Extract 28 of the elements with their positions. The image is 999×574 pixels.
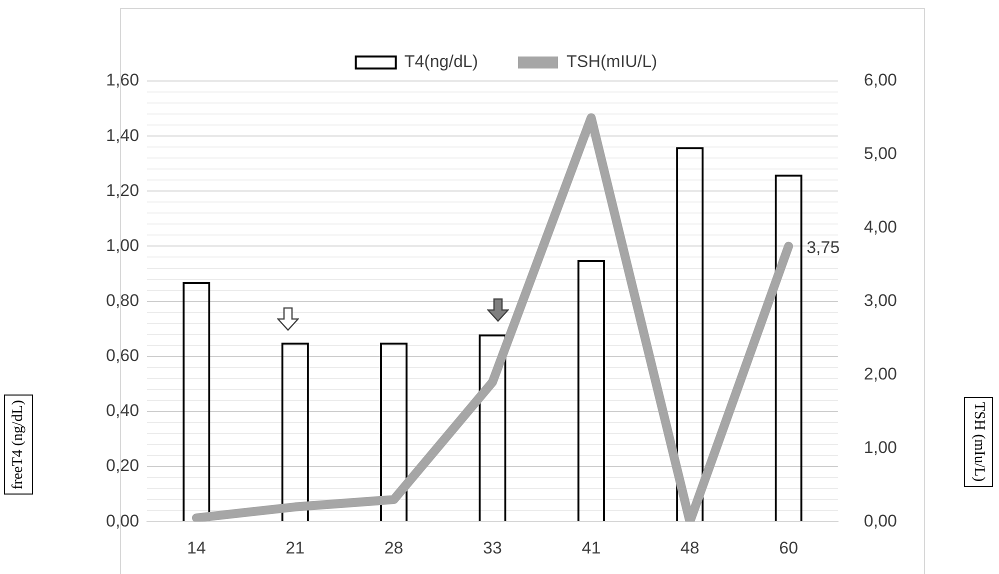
y2-tick-label: 5,00 [864, 144, 898, 164]
x-tick-label: 41 [582, 538, 601, 558]
x-tick-label: 28 [384, 538, 404, 558]
y-tick-label: 1,60 [106, 70, 140, 90]
text: TSH (mIu/L) [964, 397, 993, 487]
y2-tick-label: 6,00 [864, 70, 898, 90]
x-tick-label: 60 [779, 538, 798, 558]
y-tick-label: 0,40 [106, 401, 140, 420]
y-tick-label: 1,20 [106, 180, 140, 200]
data-label: 3,75 [806, 238, 840, 257]
y2-tick-label: 1,00 [864, 438, 898, 457]
y-tick-label: 0,00 [106, 511, 140, 530]
y-tick-label: 1,40 [106, 126, 140, 145]
y-tick-label: 0,60 [106, 346, 140, 366]
y-tick-label: 0,80 [106, 290, 140, 310]
text: freeT4 (ng/dL) [4, 395, 33, 495]
y-tick-label: 0,20 [106, 456, 140, 476]
x-tick-label: 14 [186, 538, 206, 558]
y2-tick-label: 2,00 [864, 364, 898, 384]
y2-tick-label: 3,00 [864, 290, 898, 310]
x-tick-label: 21 [286, 538, 305, 558]
x-tick-label: 33 [483, 538, 502, 558]
y2-tick-label: 4,00 [864, 218, 898, 237]
x-tick-label: 48 [680, 538, 700, 558]
legend-label: T4(ng/dL) [404, 52, 478, 72]
y2-tick-label: 0,00 [864, 511, 898, 530]
y-tick-label: 1,00 [106, 236, 140, 255]
legend-label: TSH(mIU/L) [566, 52, 658, 72]
